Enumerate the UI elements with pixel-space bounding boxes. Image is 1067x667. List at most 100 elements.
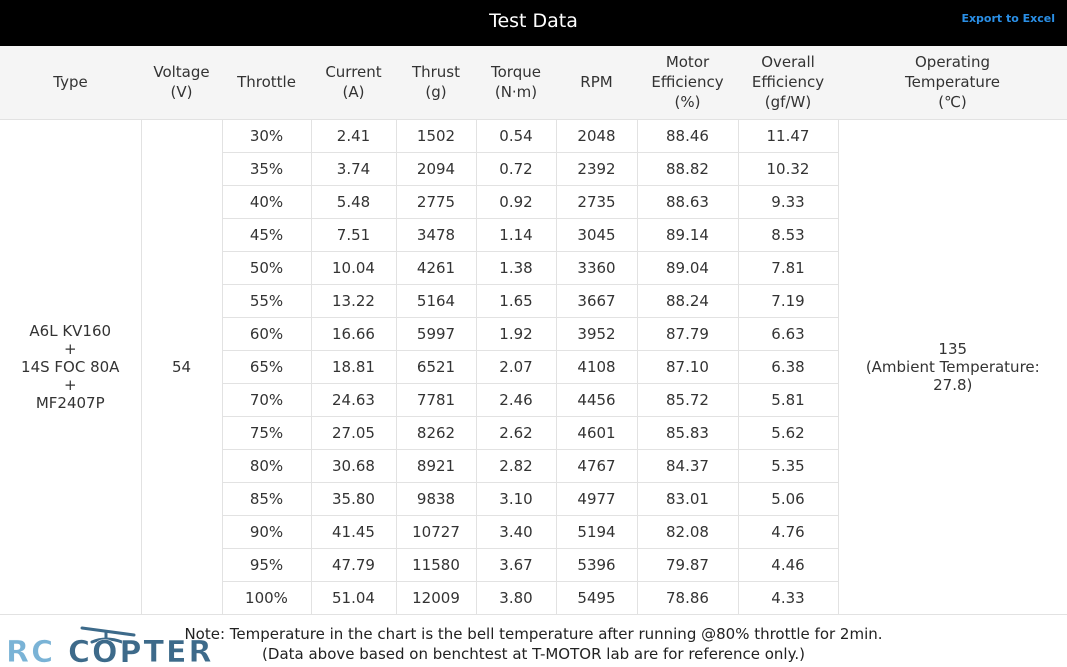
overall-efficiency-cell: 5.81: [737, 382, 839, 417]
current-cell: 2.41: [310, 119, 397, 153]
rpm-cell: 2392: [555, 151, 638, 186]
rpm-cell: 5495: [555, 580, 638, 615]
column-header-motor-efficiency-line: Motor: [665, 53, 710, 72]
throttle-cell: 45%: [221, 217, 312, 252]
type-cell: A6L KV160 +14S FOC 80A + MF2407P: [0, 119, 142, 615]
current-cell: 47.79: [310, 547, 397, 582]
throttle-cell: 100%: [221, 580, 312, 615]
table-row: 40% 5.48 2775 0.92 2735 88.63 9.33: [0, 184, 1067, 219]
throttle-cell: 55%: [221, 283, 312, 318]
column-header-thrust-line: Thrust: [411, 63, 461, 82]
column-header-motor-efficiency: Motor Efficiency (%): [637, 46, 738, 120]
torque-cell: 2.82: [475, 448, 557, 483]
motor-efficiency-cell: 88.82: [636, 151, 739, 186]
column-header-type-line: Type: [53, 73, 88, 92]
column-header-overall-efficiency-line: (gf/W): [764, 93, 812, 112]
type-line: +: [63, 375, 77, 394]
torque-cell: 0.72: [475, 151, 557, 186]
overall-efficiency-cell: 6.63: [737, 316, 839, 351]
torque-cell: 0.54: [475, 119, 557, 153]
throttle-cell: 35%: [221, 151, 312, 186]
motor-efficiency-cell: 85.83: [636, 415, 739, 450]
column-header-throttle-line: Throttle: [237, 73, 296, 92]
torque-cell: 1.38: [475, 250, 557, 285]
column-header-operating-temperature: Operating Temperature (℃): [838, 46, 1067, 120]
rpm-cell: 3952: [555, 316, 638, 351]
rpm-cell: 4767: [555, 448, 638, 483]
rpm-cell: 4108: [555, 349, 638, 384]
throttle-cell: 65%: [221, 349, 312, 384]
current-cell: 7.51: [310, 217, 397, 252]
motor-efficiency-cell: 84.37: [636, 448, 739, 483]
table-row: 85% 35.80 9838 3.10 4977 83.01 5.06: [0, 481, 1067, 516]
overall-efficiency-cell: 6.38: [737, 349, 839, 384]
current-cell: 3.74: [310, 151, 397, 186]
current-cell: 30.68: [310, 448, 397, 483]
current-cell: 27.05: [310, 415, 397, 450]
overall-efficiency-cell: 7.19: [737, 283, 839, 318]
motor-efficiency-cell: 88.24: [636, 283, 739, 318]
type-line: MF2407P: [35, 393, 105, 412]
column-header-motor-efficiency-line: (%): [674, 93, 701, 112]
torque-cell: 1.65: [475, 283, 557, 318]
throttle-cell: 85%: [221, 481, 312, 516]
helicopter-icon: [80, 626, 136, 644]
export-to-excel-link[interactable]: Export to Excel: [961, 12, 1055, 25]
column-header-voltage: Voltage (V): [141, 46, 222, 120]
rpm-cell: 5194: [555, 514, 638, 549]
torque-cell: 3.40: [475, 514, 557, 549]
column-header-rpm: RPM: [556, 46, 637, 120]
temperature-line: (Ambient Temperature:: [865, 357, 1040, 376]
table-row: 65% 18.81 6521 2.07 4108 87.10 6.38: [0, 349, 1067, 384]
rpm-cell: 3360: [555, 250, 638, 285]
thrust-cell: 11580: [395, 547, 477, 582]
page-title: Test Data: [489, 10, 578, 32]
table-row: A6L KV160 +14S FOC 80A + MF2407P 54 30% 2.41 15…: [0, 119, 1067, 615]
thrust-cell: 8921: [395, 448, 477, 483]
torque-cell: 3.80: [475, 580, 557, 615]
motor-efficiency-cell: 89.04: [636, 250, 739, 285]
table-row: 60% 16.66 5997 1.92 3952 87.79 6.63: [0, 316, 1067, 351]
rc-copter-watermark-logo: RC COPTER: [6, 626, 212, 666]
overall-efficiency-cell: 11.47: [737, 119, 839, 153]
current-cell: 51.04: [310, 580, 397, 615]
type-line: +: [63, 339, 77, 358]
rpm-cell: 4977: [555, 481, 638, 516]
torque-cell: 3.10: [475, 481, 557, 516]
throttle-cell: 70%: [221, 382, 312, 417]
thrust-cell: 5164: [395, 283, 477, 318]
column-header-current: Current (A): [311, 46, 396, 120]
torque-cell: 2.62: [475, 415, 557, 450]
throttle-cell: 40%: [221, 184, 312, 219]
throttle-cell: 90%: [221, 514, 312, 549]
torque-cell: 0.92: [475, 184, 557, 219]
column-header-current-line: Current: [325, 63, 382, 82]
rpm-cell: 4601: [555, 415, 638, 450]
table-row: 90% 41.45 10727 3.40 5194 82.08 4.76: [0, 514, 1067, 549]
torque-cell: 2.07: [475, 349, 557, 384]
footnote: Note: Temperature in the chart is the be…: [0, 624, 1067, 664]
overall-efficiency-cell: 5.35: [737, 448, 839, 483]
table-row: 45% 7.51 3478 1.14 3045 89.14 8.53: [0, 217, 1067, 252]
torque-cell: 1.92: [475, 316, 557, 351]
footnote-line-1: Note: Temperature in the chart is the be…: [184, 625, 883, 643]
type-line: 14S FOC 80A: [21, 357, 120, 376]
column-header-voltage-line: (V): [170, 83, 193, 102]
current-cell: 16.66: [310, 316, 397, 351]
temperature-line: 135: [938, 339, 968, 358]
table-header-row: Type Voltage (V) Throttle Current (A) Thrust (g…: [0, 46, 1067, 120]
overall-efficiency-cell: 9.33: [737, 184, 839, 219]
torque-cell: 1.14: [475, 217, 557, 252]
column-header-overall-efficiency-line: Overall: [761, 53, 815, 72]
thrust-cell: 6521: [395, 349, 477, 384]
current-cell: 41.45: [310, 514, 397, 549]
thrust-cell: 10727: [395, 514, 477, 549]
overall-efficiency-cell: 5.06: [737, 481, 839, 516]
svg-text:RC: RC: [6, 635, 55, 666]
voltage-cell: 54: [140, 119, 223, 615]
column-header-torque: Torque (N·m): [476, 46, 556, 120]
rpm-cell: 2048: [555, 119, 638, 153]
current-cell: 18.81: [310, 349, 397, 384]
table-row: 100% 51.04 12009 3.80 5495 78.86 4.33: [0, 580, 1067, 615]
table-row: 50% 10.04 4261 1.38 3360 89.04 7.81: [0, 250, 1067, 285]
